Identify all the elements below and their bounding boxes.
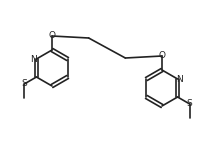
Text: N: N	[176, 75, 183, 85]
Text: O: O	[48, 32, 55, 40]
Text: S: S	[187, 100, 192, 108]
Text: N: N	[30, 55, 37, 65]
Text: O: O	[158, 52, 166, 60]
Text: S: S	[21, 79, 27, 89]
